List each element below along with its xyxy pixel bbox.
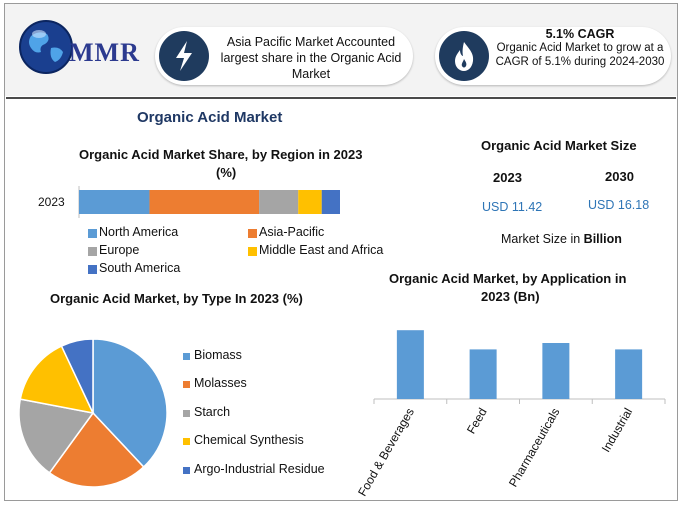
market-size-value-2023: USD 11.42 <box>482 200 543 214</box>
type-legend-label-starch: Starch <box>194 404 231 419</box>
application-category-label-feed: Feed <box>464 406 490 437</box>
region-chart-title-line1: Organic Acid Market Share, by Region in … <box>79 147 363 162</box>
application-bar-chart: Food & Beverages Feed Pharmaceuticals Indus… <box>355 330 666 499</box>
application-bar-industrial <box>615 349 643 399</box>
region-bar-segment-middle-east-and-africa <box>298 190 322 214</box>
type-legend-label-chemical-synthesis: Chemical Synthesis <box>194 433 304 448</box>
region-legend-swatch-middle-east-and-africa <box>248 247 257 256</box>
region-legend-swatch-europe <box>88 247 97 256</box>
region-stacked-bar-chart: 2023 <box>38 186 340 218</box>
market-size-note: Market Size in Billion <box>501 232 622 246</box>
type-legend-swatch-biomass <box>183 353 190 360</box>
region-bar-segment-asia-pacific <box>149 190 260 214</box>
infographic-frame <box>4 3 678 501</box>
flame-icon <box>439 31 489 81</box>
pie-slice-argo-industrial-residue <box>60 338 94 414</box>
region-chart-title-line2: (%) <box>216 165 237 180</box>
info-card-asia-pacific: Asia Pacific Market Accounted largest sh… <box>155 27 413 85</box>
cagr-title: 5.1% CAGR <box>545 27 615 41</box>
application-bar-food-beverages <box>396 330 424 399</box>
application-chart-title-line2: 2023 (Bn) <box>481 289 540 304</box>
region-bar-segment-south-america <box>321 190 340 214</box>
market-size-value-2030: USD 16.18 <box>588 198 650 212</box>
market-size-title: Organic Acid Market Size <box>481 138 637 153</box>
type-legend-swatch-starch <box>183 409 190 417</box>
type-legend-swatch-molasses <box>183 381 190 389</box>
pie-slice-chemical-synthesis <box>19 345 95 415</box>
type-legend-swatch-chemical-synthesis <box>183 438 190 446</box>
pie-slice-starch <box>18 398 95 474</box>
region-legend-label-north-america: North America <box>99 225 179 239</box>
region-bar-segment-europe <box>259 190 299 214</box>
application-category-label-food-beverages: Food & Beverages <box>355 406 417 499</box>
application-bar-pharmaceuticals <box>542 343 570 399</box>
header-divider <box>6 97 676 99</box>
page-title: Organic Acid Market <box>137 109 283 126</box>
globe-icon <box>19 20 73 74</box>
pie-slice-biomass <box>92 338 168 469</box>
pie-slice-molasses <box>48 411 145 488</box>
region-legend-label-europe: Europe <box>99 243 140 257</box>
application-bar-feed <box>469 349 497 399</box>
cagr-text: Organic Acid Market to grow at a CAGR of… <box>495 42 665 68</box>
type-chart-title: Organic Acid Market, by Type In 2023 (%) <box>50 291 303 306</box>
type-legend-label-argo-industrial-residue: Argo-Industrial Residue <box>194 461 325 476</box>
region-legend-label-south-america: South America <box>99 261 181 275</box>
region-legend-label-middle-east-and-africa: Middle East and Africa <box>259 243 384 257</box>
type-legend-label-biomass: Biomass <box>194 348 242 362</box>
region-category-label: 2023 <box>38 195 65 209</box>
info-card-cagr: 5.1% CAGR Organic Acid Market to grow at… <box>435 27 671 85</box>
region-legend-swatch-north-america <box>88 229 97 238</box>
market-size-year-2030: 2030 <box>605 169 634 184</box>
info-text-asia-pacific: Asia Pacific Market Accounted largest sh… <box>220 35 402 81</box>
type-legend-label-molasses: Molasses <box>194 376 247 391</box>
type-legend-swatch-argo-industrial-residue <box>183 466 190 474</box>
header-banner: MMR Asia Pacific Market Accounted larges… <box>5 4 677 96</box>
region-legend-label-asia-pacific: Asia-Pacific <box>259 225 325 239</box>
application-category-label-pharmaceuticals: Pharmaceuticals <box>506 406 562 490</box>
info-text-cagr: 5.1% CAGR Organic Acid Market to grow at… <box>493 27 667 69</box>
market-size-year-2023: 2023 <box>493 170 522 185</box>
region-bar-segment-north-america <box>79 190 150 214</box>
region-legend-swatch-south-america <box>88 265 97 274</box>
lightning-bolt-icon <box>159 31 209 81</box>
logo-text: MMR <box>69 38 140 67</box>
type-pie-chart <box>18 338 168 488</box>
mmr-logo: MMR <box>17 18 147 78</box>
application-chart-title-line1: Organic Acid Market, by Application in <box>389 271 627 286</box>
region-legend-swatch-asia-pacific <box>248 229 257 238</box>
application-category-label-industrial: Industrial <box>599 406 635 455</box>
